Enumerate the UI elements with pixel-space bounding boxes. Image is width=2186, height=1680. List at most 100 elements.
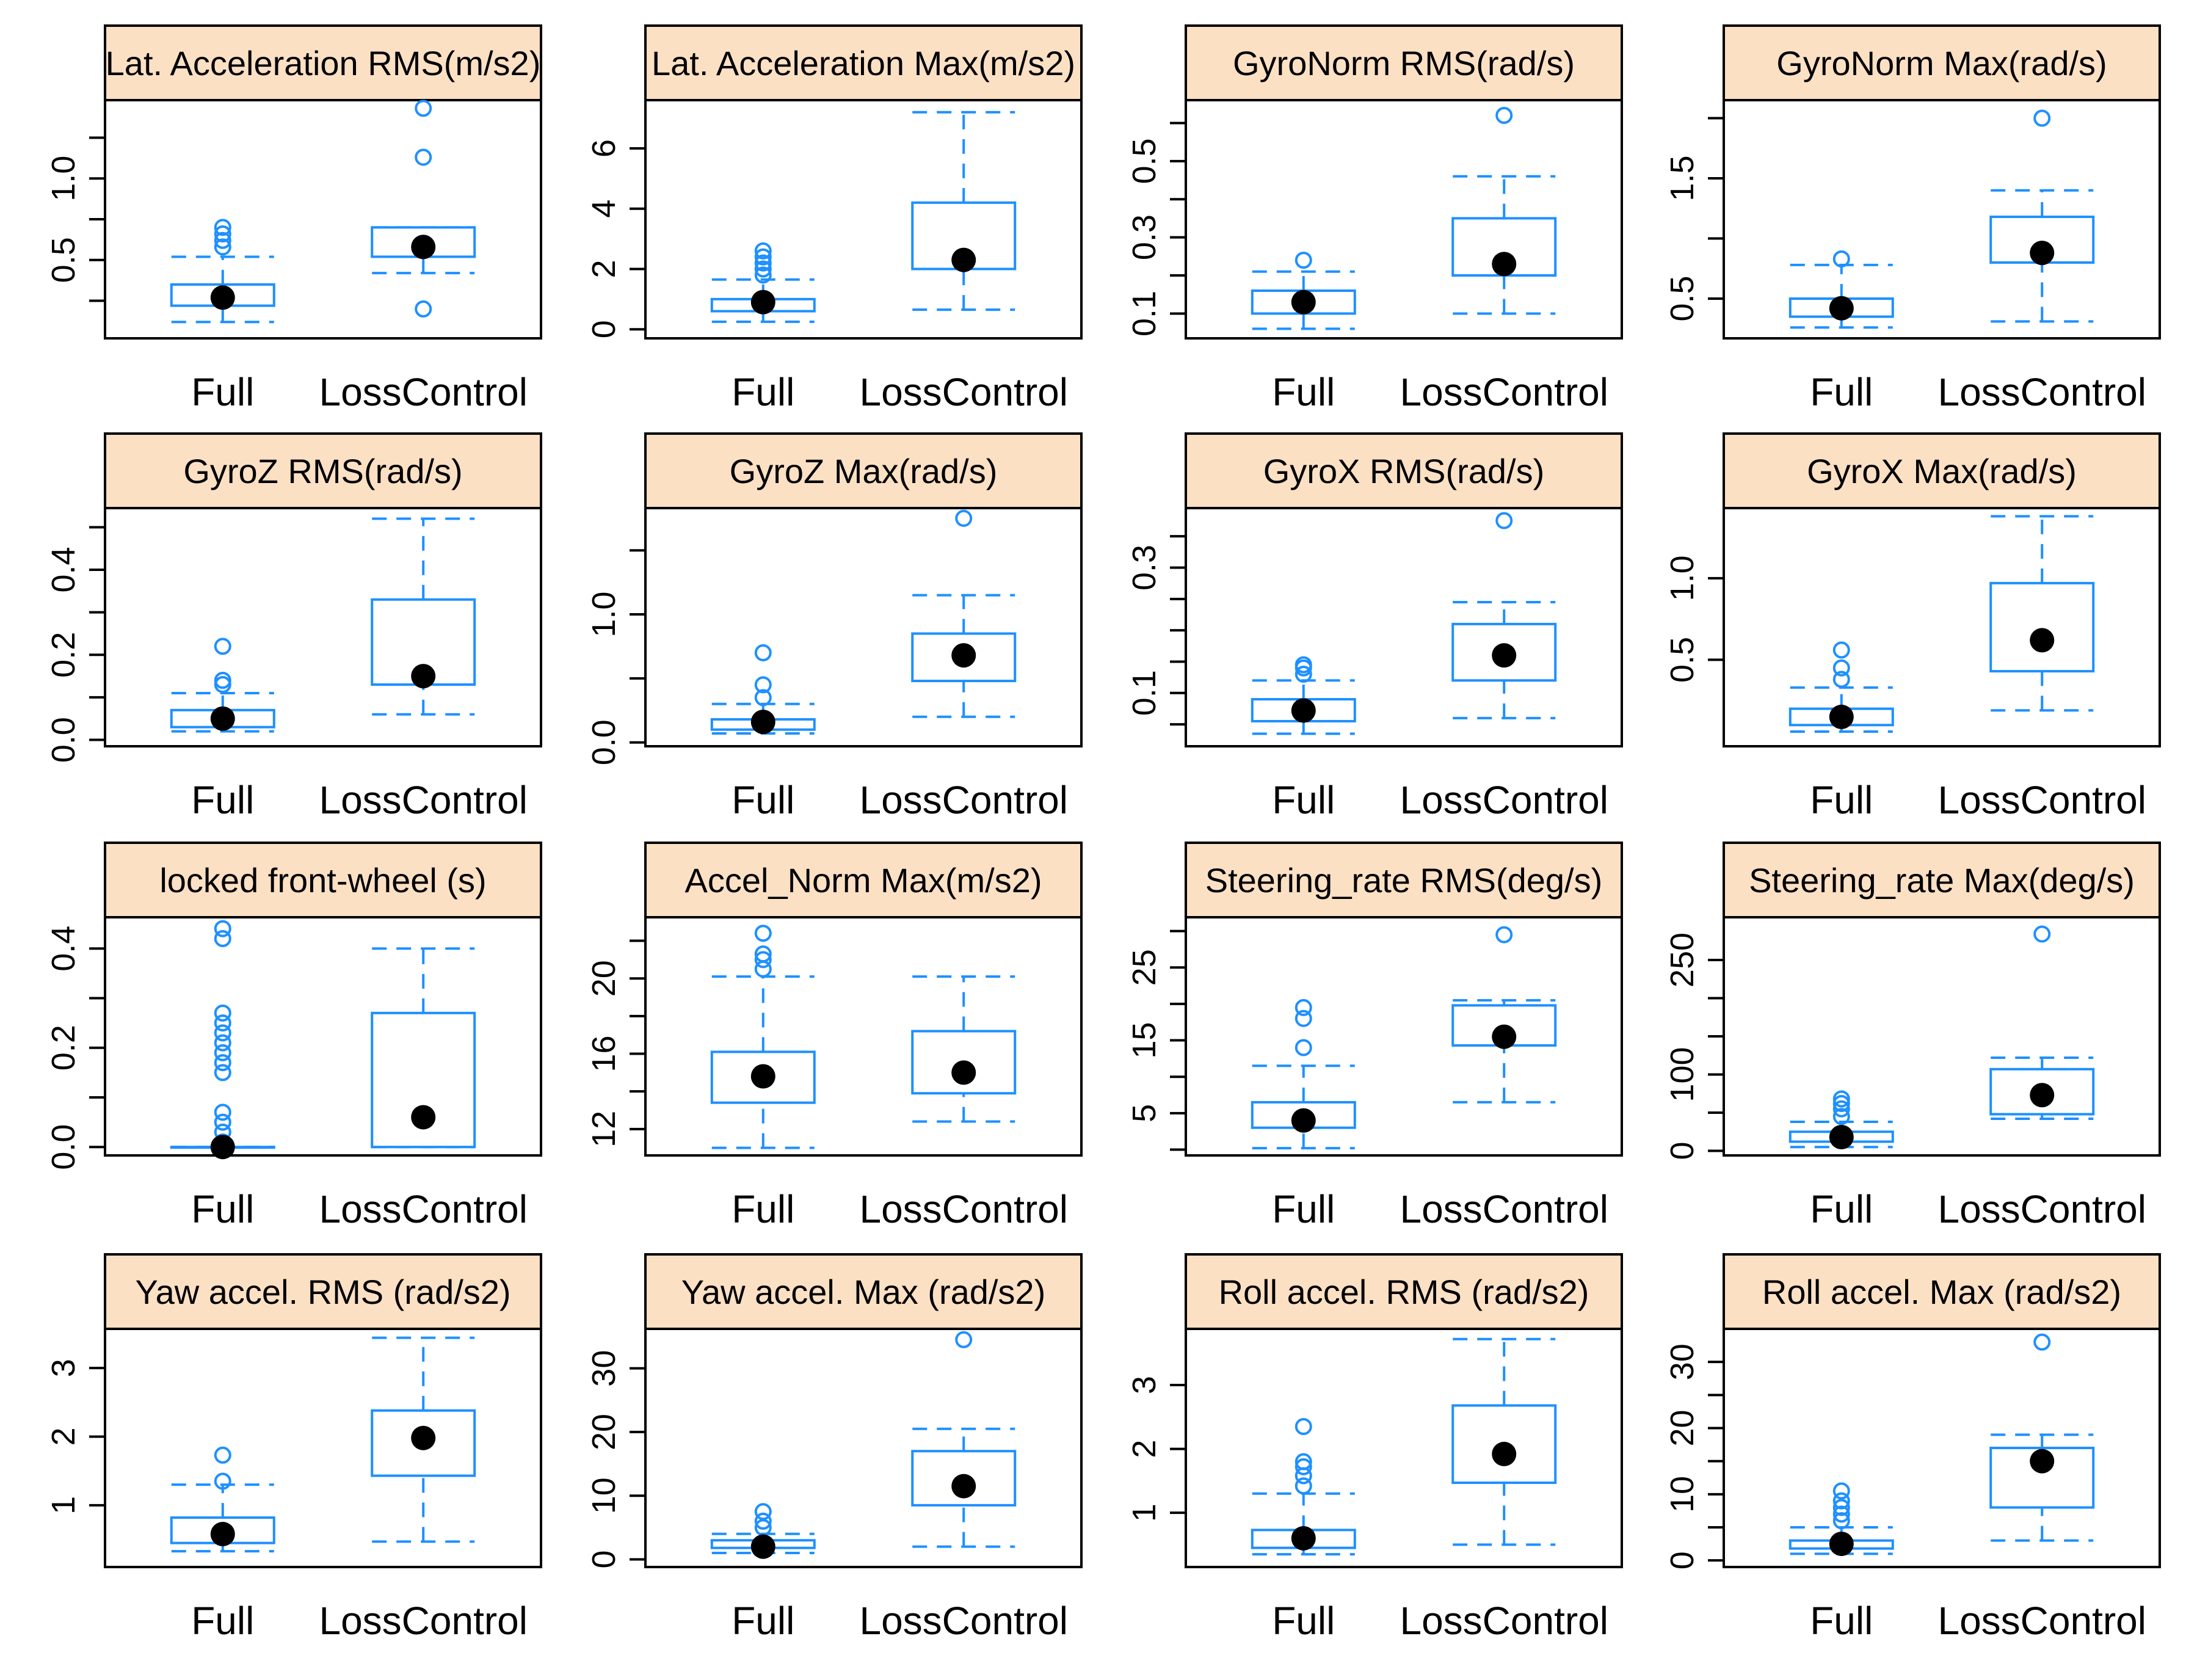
y-tick-label: 1.0 xyxy=(45,156,82,202)
median-dot xyxy=(2030,241,2055,266)
y-tick-label: 16 xyxy=(586,1035,622,1072)
outlier-point xyxy=(214,1446,231,1464)
x-category-label: LossControl xyxy=(319,1187,528,1231)
y-tick-label: 15 xyxy=(1126,1022,1163,1059)
y-tick-label: 1.0 xyxy=(1664,555,1701,601)
x-category-label: Full xyxy=(1272,1599,1335,1643)
x-category-label: Full xyxy=(1810,370,1873,414)
y-tick-label: 0.1 xyxy=(1126,670,1163,716)
median-dot xyxy=(411,1105,436,1130)
panel-strip xyxy=(104,1253,542,1330)
panel-strip xyxy=(644,432,1083,509)
box-full xyxy=(1251,656,1356,735)
y-tick-label: 0.0 xyxy=(45,1124,82,1170)
x-category-label: LossControl xyxy=(319,1599,528,1643)
box-losscontrol xyxy=(1989,109,2095,323)
y-tick-label: 25 xyxy=(1126,949,1163,986)
outlier-point xyxy=(1295,252,1312,269)
box-full xyxy=(1788,641,1894,733)
median-dot xyxy=(1829,1532,1854,1557)
box-full xyxy=(1251,998,1356,1150)
y-tick-label: 0.4 xyxy=(45,547,82,592)
x-category-label: LossControl xyxy=(1937,1187,2146,1231)
y-tick-label: 6 xyxy=(586,139,622,158)
median-dot xyxy=(1492,1441,1517,1466)
panel-gyrox-rms-rad-s: GyroX RMS(rad/s) 0.1 0.3 Full LossControl xyxy=(1126,432,1623,822)
outlier-point xyxy=(214,238,231,256)
outlier-point xyxy=(415,148,432,166)
median-dot xyxy=(750,1064,775,1089)
outlier-point xyxy=(754,1512,772,1530)
panel-lat-acceleration-max-m-s2: Lat. Acceleration Max(m/s2) 0 2 4 6 Full LossC… xyxy=(586,24,1083,414)
panel-title: Yaw accel. RMS (rad/s2) xyxy=(135,1273,510,1311)
x-category-label: Full xyxy=(1272,370,1335,414)
x-category-label: Full xyxy=(191,370,254,414)
outlier-point xyxy=(1295,1009,1312,1027)
median-dot xyxy=(951,1474,976,1499)
plot-frame xyxy=(104,507,542,747)
y-tick-label: 0 xyxy=(1664,1141,1701,1160)
y-tick-label: 1 xyxy=(45,1496,82,1515)
plot-frame xyxy=(104,916,542,1157)
outlier-point xyxy=(415,100,432,117)
panel-yaw-accel-max-rad-s2: Yaw accel. Max (rad/s2) 0 10 20 30 Full LossCo… xyxy=(586,1253,1083,1643)
y-tick-label: 0.5 xyxy=(45,237,82,283)
outlier-point xyxy=(1295,1458,1312,1475)
x-category-label: LossControl xyxy=(1400,778,1608,822)
outlier-point xyxy=(754,1503,772,1521)
plot-frame xyxy=(1185,507,1623,747)
median-dot xyxy=(1291,1108,1316,1133)
box-losscontrol xyxy=(371,100,476,318)
median-dot xyxy=(2030,1449,2055,1474)
outlier-point xyxy=(214,638,231,655)
x-category-label: LossControl xyxy=(1400,1599,1608,1643)
box-losscontrol xyxy=(1451,106,1557,315)
outlier-point xyxy=(955,1331,973,1348)
box-full xyxy=(170,219,275,324)
panel-strip xyxy=(1185,842,1623,918)
x-category-label: Full xyxy=(1810,778,1873,822)
outlier-point xyxy=(1295,665,1312,683)
median-dot xyxy=(210,1522,235,1547)
median-dot xyxy=(411,235,436,260)
panel-locked-front-wheel-s: locked front-wheel (s) 0.0 0.2 0.4 Full LossC… xyxy=(45,842,542,1231)
outlier-point xyxy=(214,1024,231,1042)
plot-frame xyxy=(644,99,1083,340)
y-tick-label: 4 xyxy=(586,200,622,218)
median-dot xyxy=(210,285,235,310)
outlier-point xyxy=(754,689,772,707)
panel-gyronorm-rms-rad-s: GyroNorm RMS(rad/s) 0.1 0.3 0.5 Full LossCont… xyxy=(1126,24,1623,414)
x-category-label: LossControl xyxy=(1400,370,1608,414)
outlier-point xyxy=(214,929,231,947)
outlier-point xyxy=(1832,1100,1850,1118)
panel-strip xyxy=(644,1253,1083,1330)
plot-frame xyxy=(1723,99,2161,340)
outlier-point xyxy=(1832,1499,1850,1516)
y-tick-label: 2 xyxy=(586,260,622,278)
outlier-point xyxy=(2033,925,2051,943)
box-losscontrol xyxy=(371,517,476,716)
panel-strip xyxy=(1723,432,2161,509)
median-dot xyxy=(411,1425,436,1450)
y-tick-label: 100 xyxy=(1664,1047,1701,1102)
plot-frame xyxy=(1185,916,1623,1157)
outlier-point xyxy=(1495,512,1513,529)
box-losscontrol xyxy=(1989,925,2095,1120)
box-full xyxy=(710,242,816,323)
plot-frame xyxy=(1185,99,1623,340)
y-tick-label: 0 xyxy=(586,320,622,338)
box-losscontrol xyxy=(1989,515,2095,712)
outlier-point xyxy=(214,920,231,937)
y-tick-label: 0.3 xyxy=(1126,545,1163,591)
outlier-point xyxy=(1832,659,1850,677)
outlier-point xyxy=(1295,1477,1312,1495)
panel-steering-rate-max-deg-s: Steering_rate Max(deg/s) 0 100 250 Full LossC… xyxy=(1664,842,2161,1231)
panel-strip xyxy=(1723,842,2161,918)
y-tick-label: 20 xyxy=(586,960,622,997)
median-dot xyxy=(951,247,976,272)
x-category-label: LossControl xyxy=(859,1599,1068,1643)
box-losscontrol xyxy=(371,947,476,1149)
outlier-point xyxy=(1295,656,1312,674)
x-category-label: Full xyxy=(732,1599,794,1643)
panel-title: Accel_Norm Max(m/s2) xyxy=(685,861,1042,900)
